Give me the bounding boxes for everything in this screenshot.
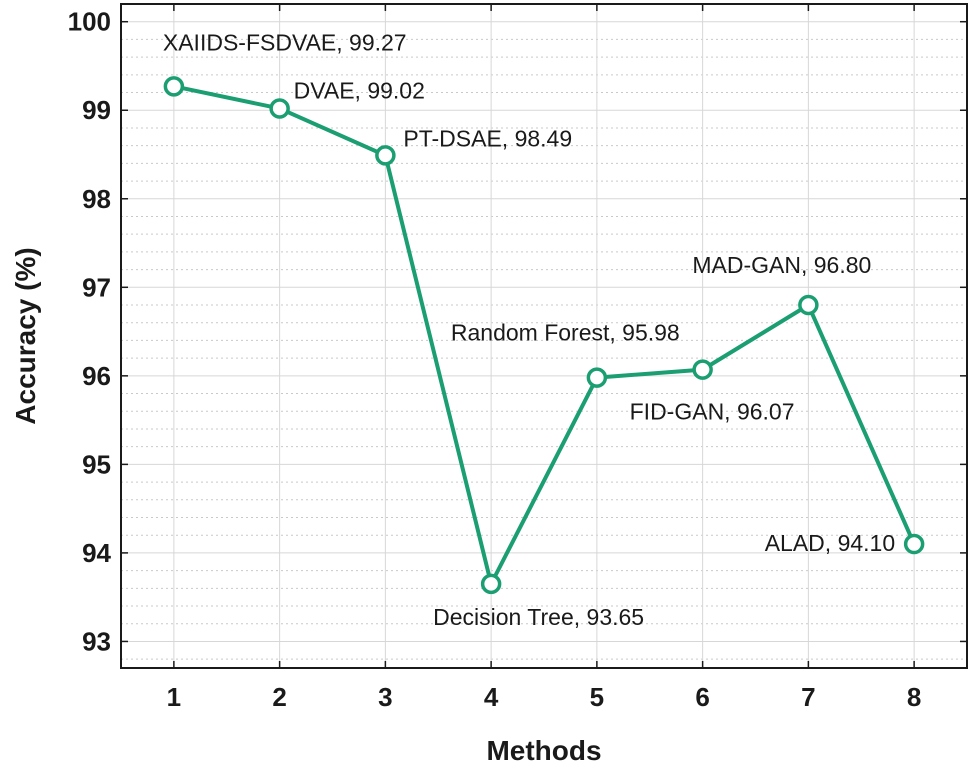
data-label: Random Forest, 95.98 [451,320,680,346]
y-tick-label: 94 [82,538,111,568]
data-label: ALAD, 94.10 [765,530,895,556]
y-tick-label: 99 [82,95,111,125]
data-point [163,76,185,97]
y-tick-label: 95 [82,449,111,479]
x-axis-title: Methods [486,735,601,766]
series-path [173,84,916,586]
x-tick-label: 3 [378,682,392,712]
x-tick-label: 6 [695,682,709,712]
x-tick-label: 4 [484,682,499,712]
y-tick-label: 96 [82,361,111,391]
data-point [798,294,819,316]
data-label: Decision Tree, 93.65 [433,604,644,630]
axis-ticks: 93 94 95 96 97 98 99 100 1 2 3 4 5 6 7 8 [68,4,967,712]
series-line [163,76,925,595]
y-tick-label: 98 [82,184,111,214]
plot-frame [120,3,968,669]
y-axis-title: Accuracy (%) [10,247,41,424]
data-point [480,573,502,595]
data-label: PT-DSAE, 98.49 [403,125,572,151]
data-label: FID-GAN, 96.07 [630,399,795,425]
grid [121,4,967,668]
x-tick-label: 2 [272,682,286,712]
data-point [269,98,290,119]
x-tick-label: 5 [590,682,604,712]
x-tick-label: 7 [801,682,815,712]
data-point [692,359,713,380]
data-label: DVAE, 99.02 [294,77,425,103]
data-annotations: XAIIDS-FSDVAE, 99.27 DVAE, 99.02 PT-DSAE, … [163,29,895,630]
y-tick-label: 93 [82,626,111,656]
y-tick-label: 100 [68,7,111,37]
data-point [375,145,396,166]
data-label: XAIIDS-FSDVAE, 99.27 [163,29,407,55]
y-tick-label: 97 [82,272,111,302]
x-tick-label: 8 [907,682,921,712]
data-point [586,367,608,388]
data-point [903,533,925,555]
data-label: MAD-GAN, 96.80 [692,252,871,278]
x-tick-label: 1 [167,682,181,712]
